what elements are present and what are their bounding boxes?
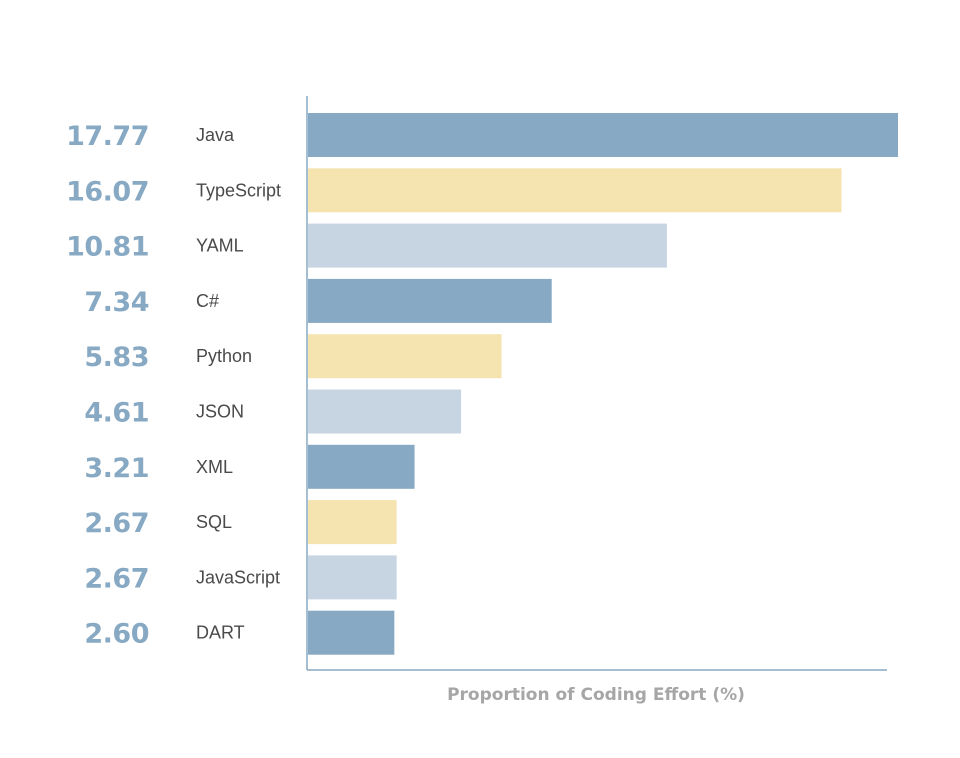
bars-layer [308,113,898,655]
x-axis-title: Proportion of Coding Effort (%) [447,685,745,705]
category-label-json: JSON [196,402,244,422]
bar-typescript [308,168,842,213]
category-label-yaml: YAML [196,236,244,256]
bar-javascript [308,555,397,600]
bar-java [308,113,898,157]
bar-dart [308,610,395,655]
bar-json [308,389,462,434]
category-label-java: Java [196,125,235,145]
value-label-xml: 3.21 [84,453,149,484]
value-label-csharp: 7.34 [84,287,149,318]
category-label-typescript: TypeScript [196,180,281,200]
labels-layer: 17.77 Java 16.07 TypeScript 10.81 YAML 7.34 C# 5… [66,121,281,650]
bar-sql [308,500,397,545]
value-label-java: 17.77 [66,121,149,152]
category-label-dart: DART [196,623,245,643]
value-label-typescript: 16.07 [66,176,149,207]
value-label-dart: 2.60 [84,619,149,650]
value-label-sql: 2.67 [84,508,149,539]
bar-yaml [308,223,667,268]
category-label-xml: XML [196,457,233,477]
value-label-python: 5.83 [84,342,149,373]
category-label-csharp: C# [196,291,219,311]
value-label-json: 4.61 [84,398,149,429]
value-label-yaml: 10.81 [66,232,149,263]
value-label-javascript: 2.67 [84,563,149,594]
category-label-sql: SQL [196,512,232,532]
bar-python [308,334,502,379]
bar-csharp [308,278,552,323]
category-label-python: Python [196,346,252,366]
bar-xml [308,444,415,489]
category-label-javascript: JavaScript [196,567,280,587]
